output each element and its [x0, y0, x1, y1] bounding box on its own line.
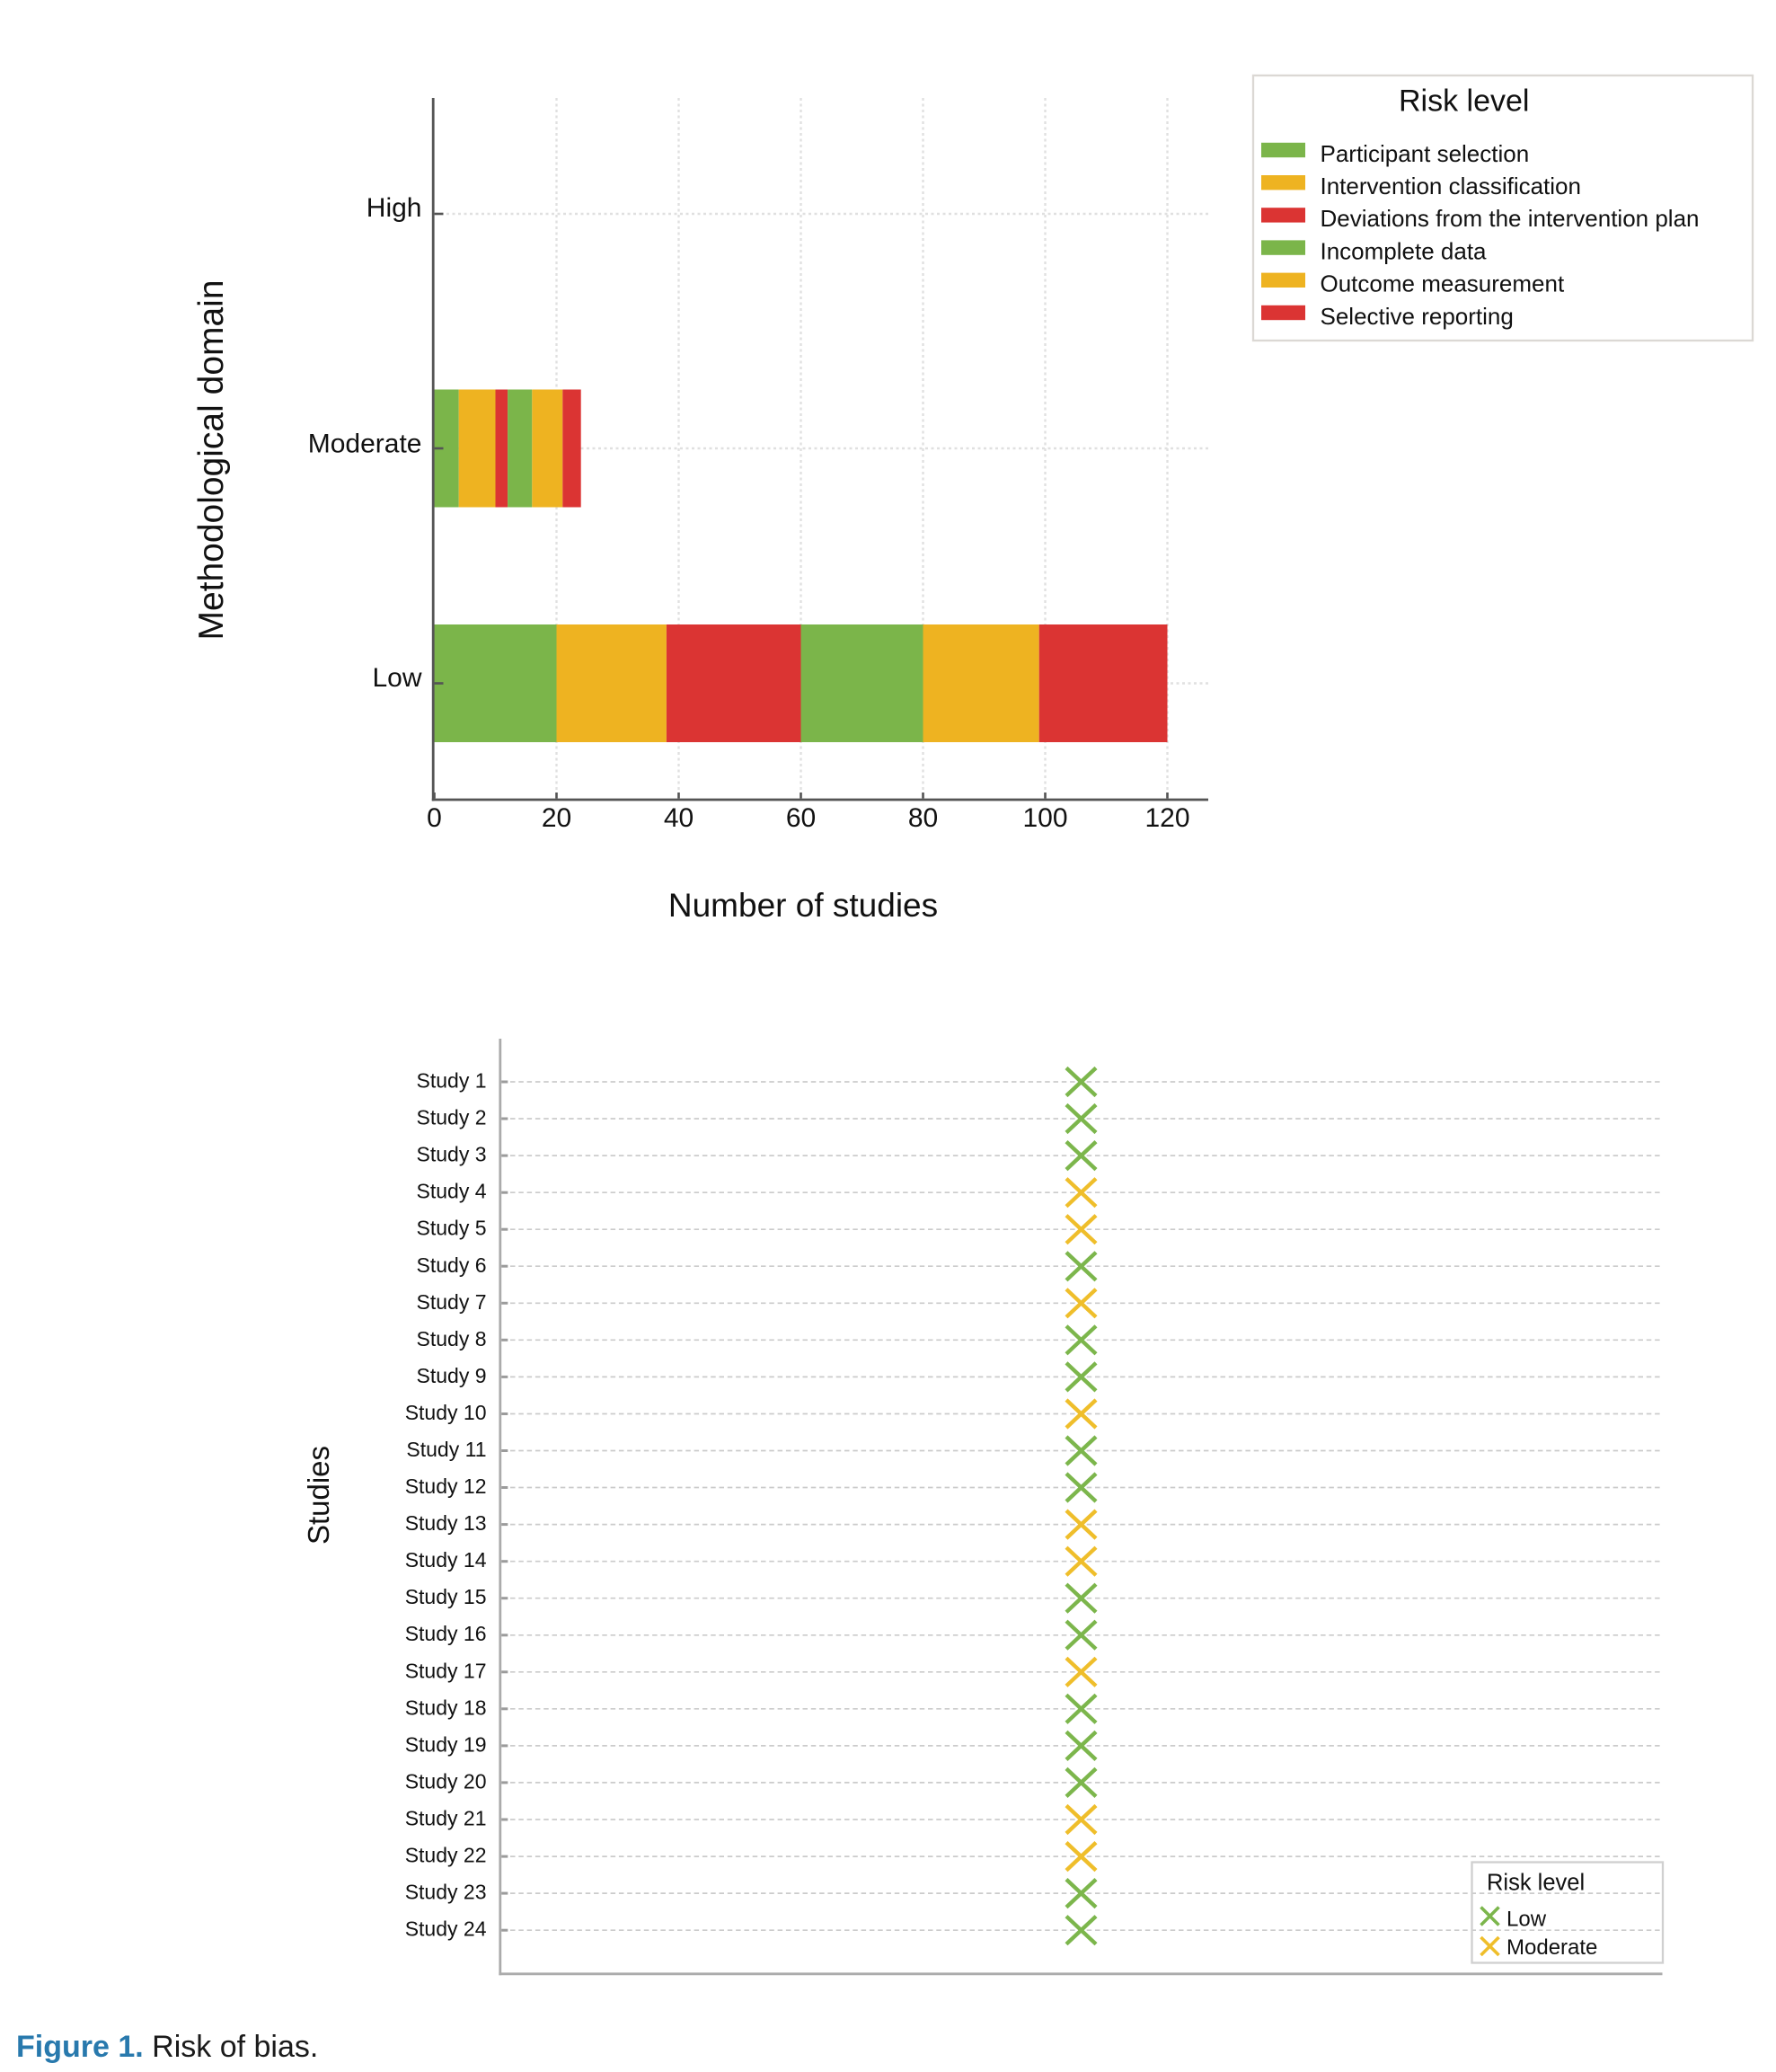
svg-text:Intervention classification: Intervention classification — [1321, 173, 1581, 199]
svg-text:Moderate: Moderate — [308, 429, 422, 459]
svg-text:Study 19: Study 19 — [405, 1732, 487, 1756]
svg-text:Low: Low — [1507, 1908, 1547, 1932]
svg-text:Study 4: Study 4 — [417, 1180, 487, 1203]
svg-text:Moderate: Moderate — [1507, 1935, 1597, 1960]
svg-text:120: 120 — [1144, 803, 1189, 833]
svg-text:20: 20 — [542, 803, 571, 833]
svg-text:Study 22: Study 22 — [405, 1844, 487, 1867]
svg-text:0: 0 — [427, 803, 442, 833]
svg-text:Low: Low — [372, 663, 421, 693]
svg-text:Study 11: Study 11 — [406, 1438, 486, 1461]
svg-text:Methodological domain: Methodological domain — [192, 279, 231, 640]
svg-text:Study 18: Study 18 — [405, 1696, 487, 1719]
svg-text:Study 15: Study 15 — [405, 1585, 487, 1608]
svg-text:Selective reporting: Selective reporting — [1321, 303, 1514, 330]
svg-text:Study 12: Study 12 — [405, 1474, 487, 1498]
svg-text:Study 8: Study 8 — [417, 1327, 487, 1350]
svg-text:Study 9: Study 9 — [417, 1364, 487, 1387]
svg-text:Study 10: Study 10 — [405, 1401, 487, 1424]
svg-text:Study 23: Study 23 — [405, 1881, 487, 1904]
svg-text:Risk level: Risk level — [1487, 1871, 1585, 1896]
svg-text:Studies: Studies — [302, 1446, 335, 1545]
svg-text:80: 80 — [908, 803, 938, 833]
svg-text:Study 20: Study 20 — [405, 1769, 487, 1793]
svg-text:Study 7: Study 7 — [417, 1290, 487, 1314]
svg-text:Risk level: Risk level — [1399, 84, 1529, 119]
svg-text:60: 60 — [786, 803, 816, 833]
svg-text:Study 21: Study 21 — [405, 1807, 487, 1830]
svg-text:Study 14: Study 14 — [405, 1548, 487, 1572]
svg-text:Study 17: Study 17 — [405, 1659, 487, 1682]
svg-text:Study 2: Study 2 — [417, 1106, 487, 1129]
svg-text:High: High — [367, 193, 422, 223]
svg-text:Study 16: Study 16 — [405, 1622, 487, 1645]
svg-text:Study 6: Study 6 — [417, 1253, 487, 1277]
svg-text:Study 5: Study 5 — [417, 1217, 487, 1240]
svg-text:Participant selection: Participant selection — [1321, 140, 1530, 167]
svg-text:Study 24: Study 24 — [405, 1917, 487, 1941]
svg-text:Outcome measurement: Outcome measurement — [1321, 270, 1565, 297]
svg-text:Incomplete data: Incomplete data — [1321, 237, 1488, 264]
svg-text:Figure 1. Risk of bias.: Figure 1. Risk of bias. — [16, 2030, 318, 2064]
svg-text:Study 1: Study 1 — [417, 1069, 487, 1093]
svg-text:Study 13: Study 13 — [405, 1511, 487, 1535]
svg-text:100: 100 — [1022, 803, 1067, 833]
svg-text:Number of studies: Number of studies — [668, 887, 938, 924]
svg-text:Study 3: Study 3 — [417, 1143, 487, 1166]
svg-text:Deviations from the interventi: Deviations from the intervention plan — [1321, 205, 1700, 232]
svg-text:40: 40 — [664, 803, 694, 833]
